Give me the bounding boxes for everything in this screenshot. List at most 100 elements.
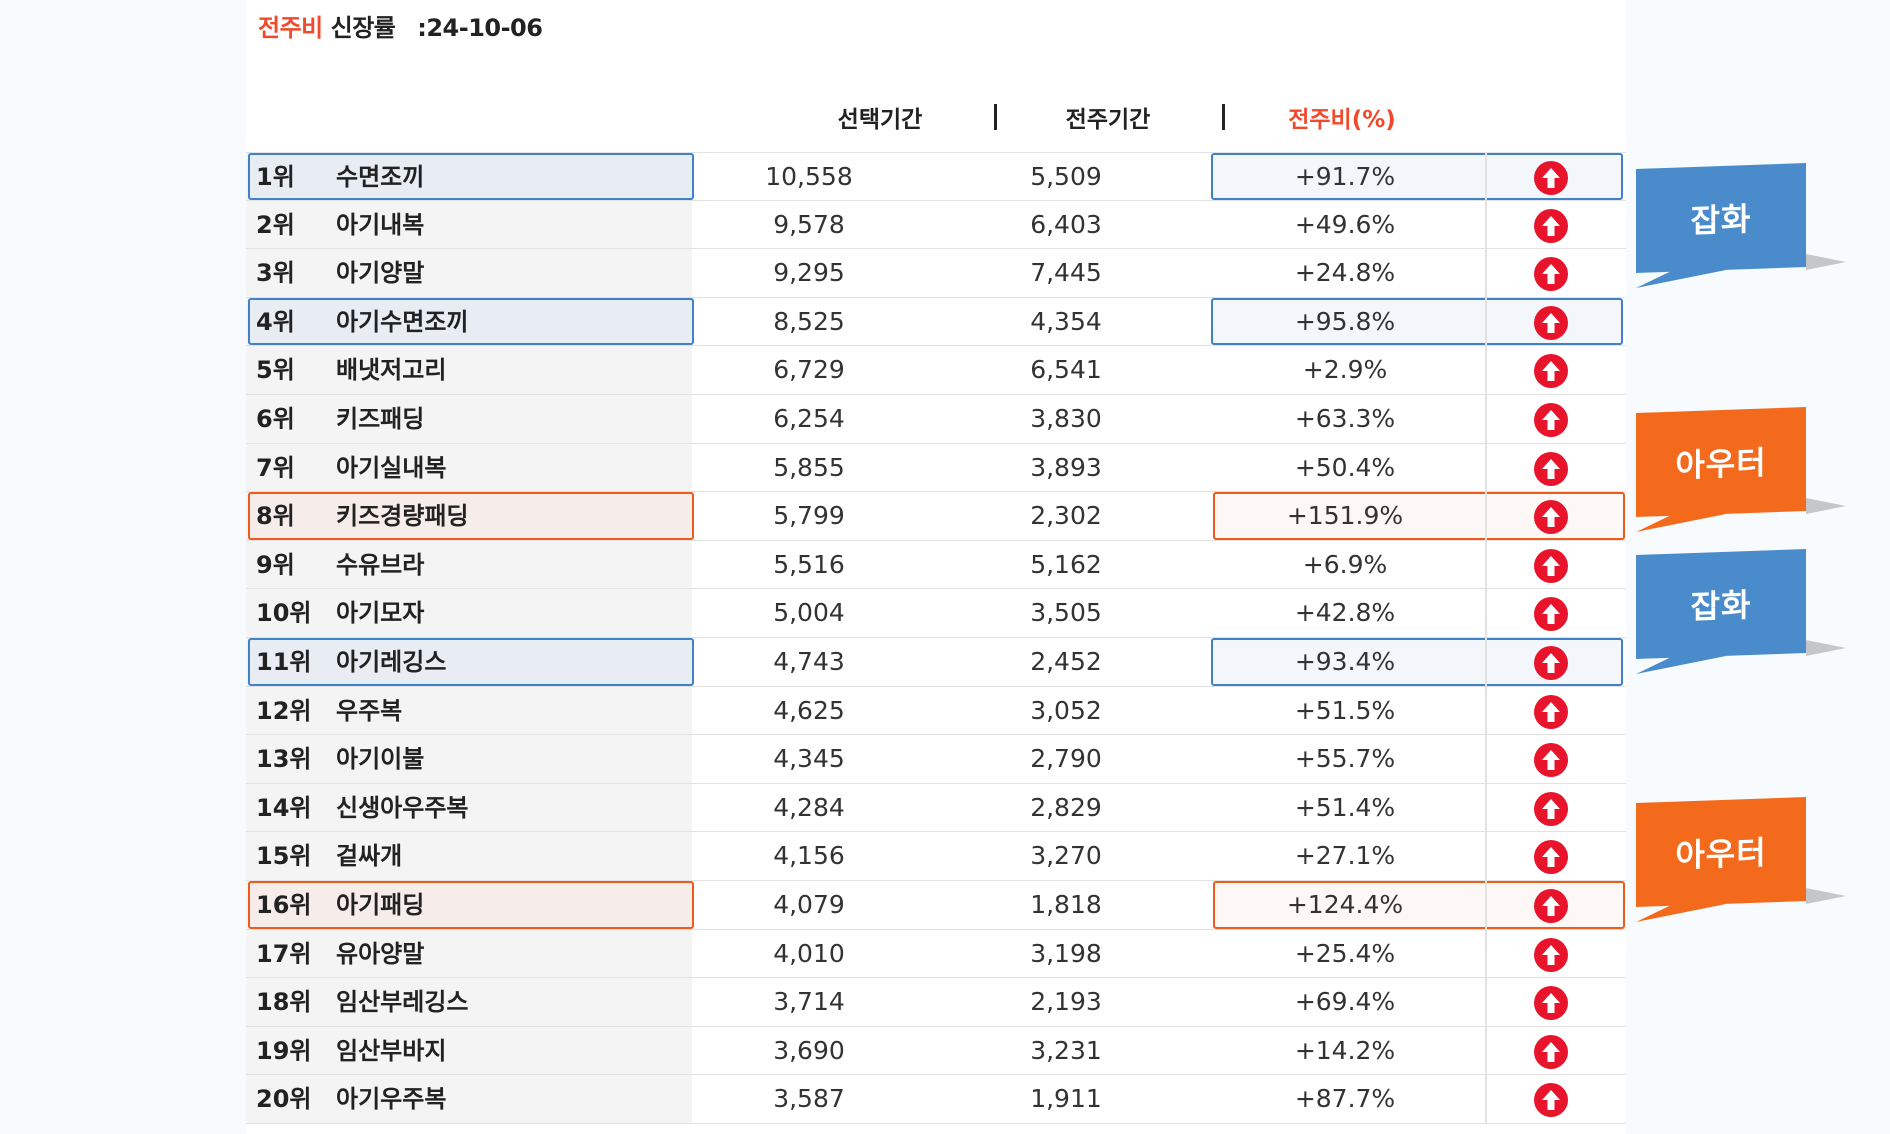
table-row[interactable]: 12위 우주복 4,625 3,052 +51.5% — [246, 686, 1626, 736]
table-row[interactable]: 3위 아기양말 9,295 7,445 +24.8% — [246, 249, 1626, 298]
week-over-week-ratio: +14.2% — [1294, 1035, 1396, 1065]
column-divider — [1485, 686, 1487, 735]
rank-label: 12위 — [256, 696, 312, 725]
column-divider — [1485, 1075, 1487, 1123]
title-colon: : — [417, 14, 427, 42]
callout-label: 아우터 — [1636, 797, 1806, 907]
week-over-week-ratio: +51.4% — [1294, 792, 1396, 822]
week-over-week-ratio: +25.4% — [1294, 938, 1396, 968]
column-divider — [1485, 929, 1487, 978]
arrow-up-circle-icon — [1534, 694, 1568, 729]
keyword-label: 신생아우주복 — [336, 793, 469, 822]
table-row[interactable]: 18위 임산부레깅스 3,714 2,193 +69.4% — [246, 978, 1626, 1027]
table-row[interactable]: 8위 키즈경량패딩 5,799 2,302 +151.9% — [246, 492, 1626, 541]
arrow-up-circle-icon — [1534, 645, 1568, 680]
selected-period-value: 3,714 — [773, 987, 845, 1017]
previous-week-value: 3,830 — [1030, 403, 1102, 433]
rank-cell — [246, 832, 692, 880]
keyword-label: 키즈경량패딩 — [336, 502, 469, 531]
table-row[interactable]: 17위 유아양말 4,010 3,198 +25.4% — [246, 929, 1626, 979]
highlight-box-keyword — [248, 492, 694, 540]
rank-label: 3위 — [256, 259, 295, 288]
column-divider — [1485, 153, 1487, 200]
keyword-label: 아기수면조끼 — [336, 307, 469, 336]
table-row[interactable]: 5위 배냇저고리 6,729 6,541 +2.9% — [246, 346, 1626, 395]
rank-label: 4위 — [256, 307, 295, 336]
column-divider — [1485, 637, 1487, 686]
column-separator — [994, 104, 997, 130]
rank-label: 8위 — [256, 502, 295, 531]
rank-label: 14위 — [256, 793, 312, 822]
keyword-label: 임산부레깅스 — [336, 988, 469, 1017]
week-over-week-ratio: +151.9% — [1286, 501, 1404, 531]
arrow-up-circle-icon — [1534, 1083, 1568, 1118]
table-row[interactable]: 7위 아기실내복 5,855 3,893 +50.4% — [246, 443, 1626, 493]
keyword-label: 아기내복 — [336, 210, 425, 239]
table-row[interactable]: 16위 아기패딩 4,079 1,818 +124.4% — [246, 880, 1626, 930]
arrow-up-circle-icon — [1534, 161, 1568, 195]
keyword-label: 아기패딩 — [336, 890, 425, 919]
table-row[interactable]: 20위 아기우주복 3,587 1,911 +87.7% — [246, 1075, 1626, 1124]
table-row[interactable]: 9위 수유브라 5,516 5,162 +6.9% — [246, 540, 1626, 590]
column-divider — [1485, 394, 1487, 443]
rank-label: 7위 — [256, 453, 295, 482]
page-title: 전주비 신장률 :24-10-06 — [258, 8, 543, 43]
rank-cell — [246, 1075, 692, 1123]
column-divider — [1485, 540, 1487, 589]
arrow-up-circle-icon — [1534, 791, 1568, 826]
keyword-label: 아기모자 — [336, 599, 425, 628]
rank-cell — [246, 1026, 692, 1075]
callout-label: 잡화 — [1636, 163, 1806, 273]
selected-period-value: 4,625 — [773, 695, 845, 725]
week-over-week-ratio: +24.8% — [1294, 258, 1396, 288]
previous-week-value: 5,162 — [1030, 549, 1102, 579]
selected-period-value: 9,578 — [773, 209, 845, 239]
previous-week-value: 1,818 — [1030, 889, 1102, 919]
week-over-week-ratio: +6.9% — [1302, 549, 1388, 579]
table-row[interactable]: 19위 임산부바지 3,690 3,231 +14.2% — [246, 1026, 1626, 1076]
column-divider — [1485, 589, 1487, 637]
previous-week-value: 6,403 — [1030, 209, 1102, 239]
rank-cell — [246, 540, 692, 589]
rank-cell — [246, 735, 692, 783]
title-accent: 전주비 — [258, 14, 323, 42]
column-divider — [1485, 978, 1487, 1026]
column-divider — [1485, 200, 1487, 249]
arrow-up-circle-icon — [1534, 1034, 1568, 1069]
previous-week-value: 3,052 — [1030, 695, 1102, 725]
selected-period-value: 5,855 — [773, 452, 845, 482]
arrow-up-circle-icon — [1534, 840, 1568, 875]
table-row[interactable]: 13위 아기이불 4,345 2,790 +55.7% — [246, 735, 1626, 784]
table-row[interactable]: 1위 수면조끼 10,558 5,509 +91.7% — [246, 152, 1626, 201]
highlight-box-keyword — [248, 880, 694, 929]
rank-label: 2위 — [256, 210, 295, 239]
keyword-label: 아기실내복 — [336, 453, 447, 482]
category-callout: 아우터 — [1636, 797, 1846, 940]
keyword-label: 아기양말 — [336, 259, 425, 288]
table-row[interactable]: 4위 아기수면조끼 8,525 4,354 +95.8% — [246, 297, 1626, 347]
week-over-week-ratio: +49.6% — [1294, 209, 1396, 239]
selected-period-value: 4,743 — [773, 646, 845, 676]
selected-period-value: 6,254 — [773, 403, 845, 433]
week-over-week-ratio: +91.7% — [1294, 162, 1396, 191]
table-row[interactable]: 6위 키즈패딩 6,254 3,830 +63.3% — [246, 394, 1626, 444]
table-row[interactable]: 10위 아기모자 5,004 3,505 +42.8% — [246, 589, 1626, 638]
table-row[interactable]: 14위 신생아우주복 4,284 2,829 +51.4% — [246, 783, 1626, 833]
rank-label: 11위 — [256, 647, 312, 676]
arrow-up-circle-icon — [1534, 500, 1568, 535]
rank-label: 9위 — [256, 550, 295, 579]
table-row[interactable]: 11위 아기레깅스 4,743 2,452 +93.4% — [246, 637, 1626, 687]
keyword-label: 겉싸개 — [336, 842, 403, 871]
table-row[interactable]: 2위 아기내복 9,578 6,403 +49.6% — [246, 200, 1626, 250]
previous-week-value: 3,231 — [1030, 1035, 1102, 1065]
column-header-ratio: 전주비(%) — [1288, 107, 1396, 133]
selected-period-value: 5,004 — [773, 598, 845, 628]
selected-period-value: 3,690 — [773, 1035, 845, 1065]
table-row[interactable]: 15위 겉싸개 4,156 3,270 +27.1% — [246, 832, 1626, 881]
rank-label: 10위 — [256, 599, 312, 628]
previous-week-value: 6,541 — [1030, 355, 1102, 385]
category-callout: 아우터 — [1636, 407, 1846, 550]
arrow-up-circle-icon — [1534, 986, 1568, 1021]
rank-cell — [246, 686, 692, 735]
week-over-week-ratio: +87.7% — [1294, 1084, 1396, 1114]
